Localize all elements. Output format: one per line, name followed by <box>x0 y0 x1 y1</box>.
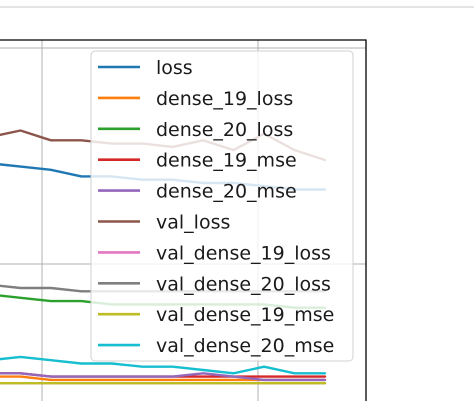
legend-label-dense-20-mse: dense_20_mse <box>156 181 297 203</box>
legend-label-dense-20-loss: dense_20_loss <box>156 119 293 141</box>
legend-frame <box>90 50 354 362</box>
series-line-val-dense-20-mse <box>0 355 327 375</box>
legend-label-val-dense-20-mse: val_dense_20_mse <box>156 335 334 357</box>
legend-label-dense-19-mse: dense_19_mse <box>156 150 297 172</box>
legend: loss dense_19_loss dense_20_loss dense_19_m… <box>90 50 354 362</box>
legend-label-val-loss: val_loss <box>156 212 230 234</box>
series-line-dense-20-mse <box>0 372 327 382</box>
legend-label-val-dense-19-loss: val_dense_19_loss <box>156 242 331 264</box>
axes-frame <box>0 39 367 401</box>
legend-label-val-dense-19-mse: val_dense_19_mse <box>156 304 334 326</box>
legend-label-dense-19-loss: dense_19_loss <box>156 88 293 110</box>
legend-label-loss: loss <box>156 57 193 79</box>
legend-label-val-dense-20-loss: val_dense_20_loss <box>156 273 331 295</box>
